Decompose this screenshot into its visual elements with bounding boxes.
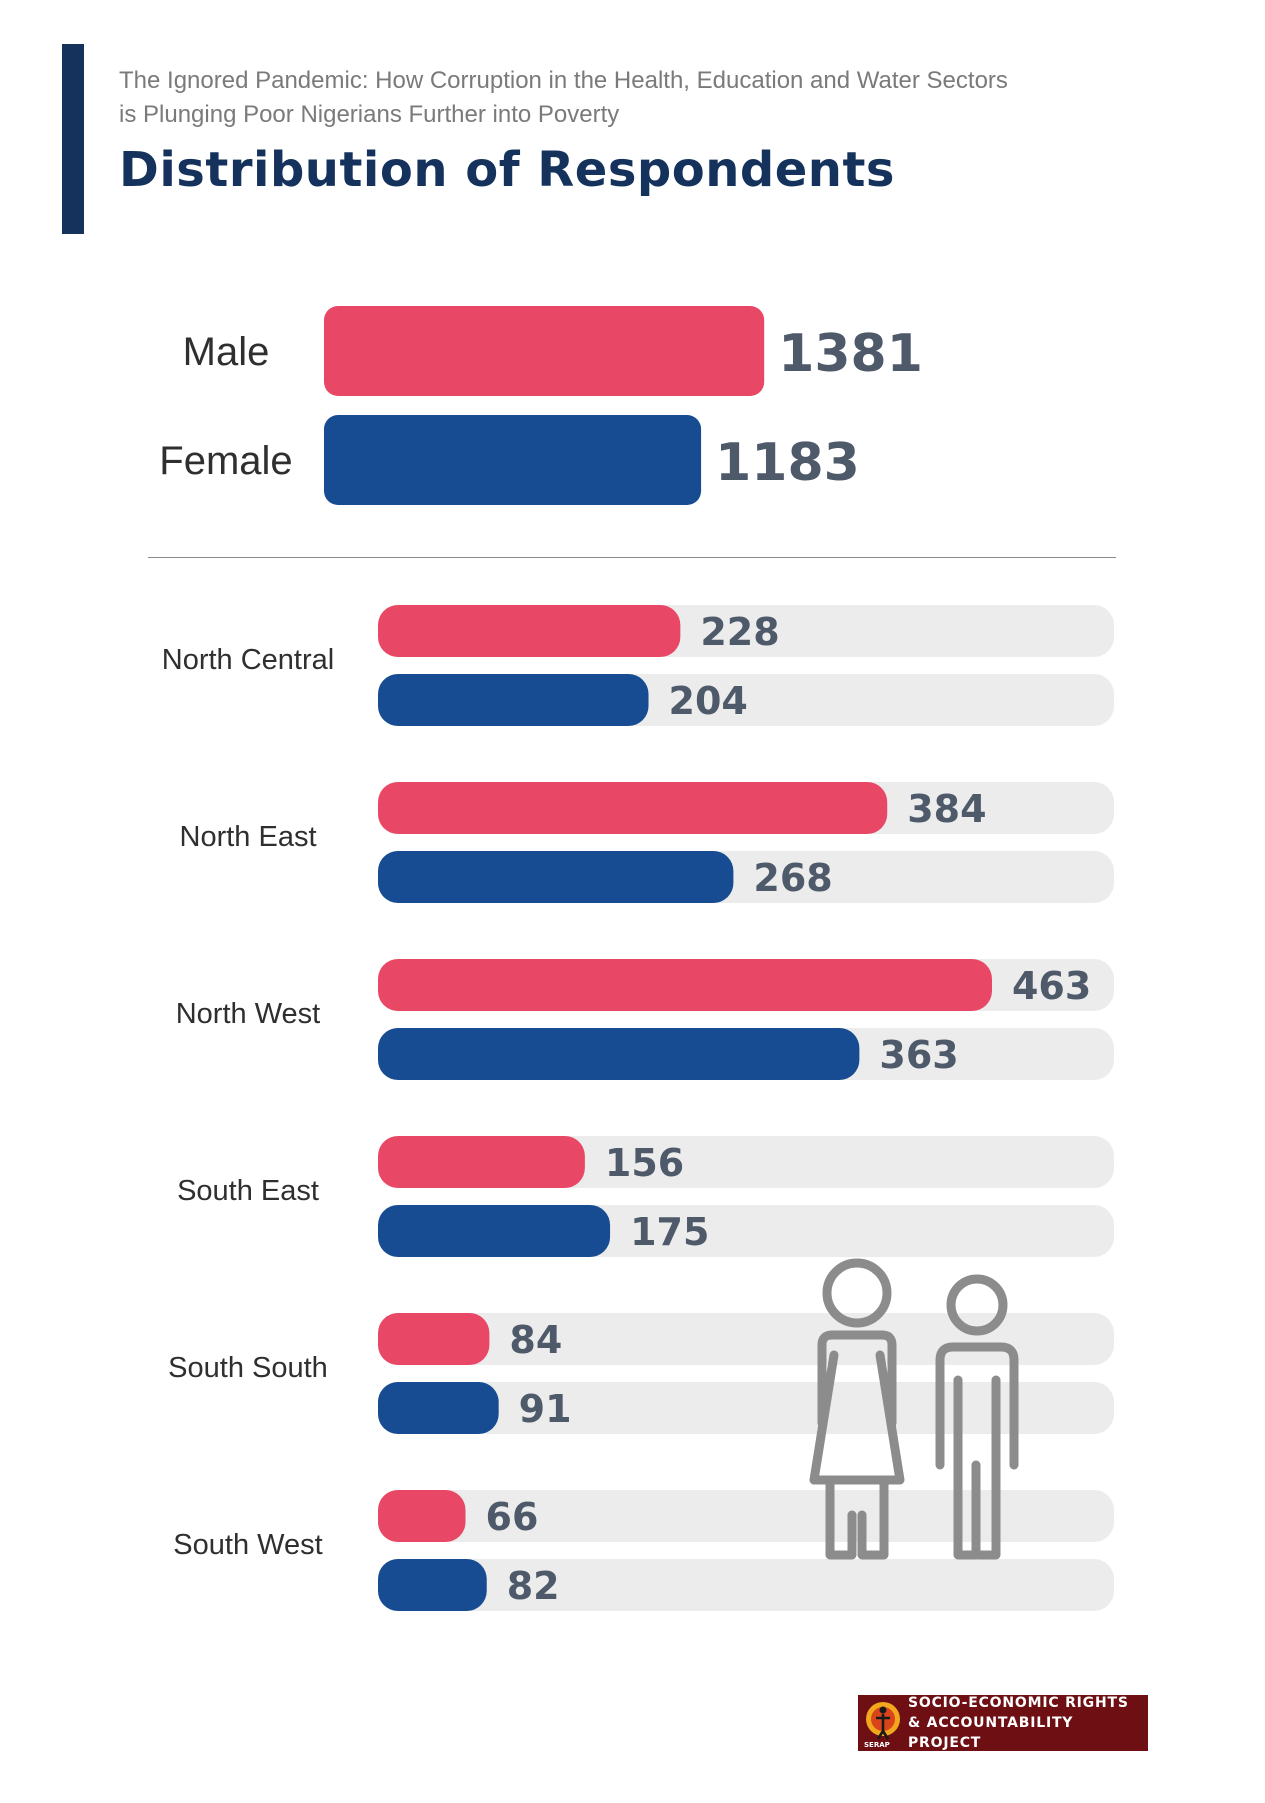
value-label-south-east-female: 175	[630, 1210, 709, 1254]
bar-south-west-male	[378, 1490, 466, 1542]
bar-south-south-female	[378, 1382, 499, 1434]
bar-north-west-male	[378, 959, 992, 1011]
title-accent-bar	[62, 44, 84, 234]
subtitle-line-1: The Ignored Pandemic: How Corruption in …	[119, 67, 1008, 94]
bar-south-east-male	[378, 1136, 585, 1188]
bar-north-west-female	[378, 1028, 860, 1080]
bar-south-east-female	[378, 1205, 611, 1257]
bar-north-central-male	[378, 605, 681, 657]
value-label-north-central-female: 204	[669, 679, 748, 723]
bar-track-south-west-female	[378, 1559, 1114, 1611]
bar-north-east-female	[378, 851, 734, 903]
value-label-south-west-female: 82	[507, 1564, 560, 1608]
category-label-male: Male	[183, 330, 270, 374]
region-label-north-east: North East	[180, 821, 317, 853]
region-label-north-central: North Central	[162, 644, 334, 676]
value-label-south-east-male: 156	[605, 1141, 684, 1185]
section-divider	[148, 557, 1116, 558]
page-title: Distribution of Respondents	[119, 142, 895, 198]
value-label-south-west-male: 66	[486, 1495, 539, 1539]
bar-track-south-south-female	[378, 1382, 1114, 1434]
woman-and-man-outline-icon	[809, 1258, 1019, 1560]
region-label-north-west: North West	[176, 998, 321, 1030]
region-label-south-west: South West	[173, 1529, 322, 1561]
logo-wordmark: SOCIO-ECONOMIC RIGHTS & ACCOUNTABILITY P…	[908, 1693, 1148, 1753]
category-label-female: Female	[159, 439, 292, 483]
value-label-north-east-male: 384	[907, 787, 986, 831]
value-label-male: 1381	[778, 324, 923, 384]
logo-line-2: & ACCOUNTABILITY PROJECT	[908, 1715, 1074, 1751]
bar-track-south-west-male	[378, 1490, 1114, 1542]
region-label-south-south: South South	[168, 1352, 328, 1384]
logo-abbreviation: SERAP	[864, 1741, 890, 1749]
serap-logo-icon: SERAP	[864, 1699, 902, 1749]
value-label-north-west-male: 463	[1012, 964, 1091, 1008]
region-label-south-east: South East	[177, 1175, 319, 1207]
value-label-north-west-female: 363	[879, 1033, 958, 1077]
value-label-north-east-female: 268	[753, 856, 832, 900]
logo-line-1: SOCIO-ECONOMIC RIGHTS	[908, 1695, 1129, 1711]
respondents-chart: Male 1381 Female 1183 North Central 228 204 Nor…	[159, 306, 1114, 1611]
value-label-south-south-female: 91	[519, 1387, 572, 1431]
report-subtitle: The Ignored Pandemic: How Corruption in …	[119, 64, 1119, 132]
bar-male	[324, 306, 765, 396]
value-label-female: 1183	[715, 433, 860, 493]
bar-south-south-male	[378, 1313, 490, 1365]
bar-north-central-female	[378, 674, 649, 726]
subtitle-line-2: is Plunging Poor Nigerians Further into …	[119, 101, 620, 128]
bar-south-west-female	[378, 1559, 487, 1611]
value-label-north-central-male: 228	[700, 610, 779, 654]
value-label-south-south-male: 84	[509, 1318, 562, 1362]
bar-north-east-male	[378, 782, 888, 834]
bar-female	[324, 415, 702, 505]
serap-logo: SERAP SOCIO-ECONOMIC RIGHTS & ACCOUNTABI…	[858, 1695, 1148, 1751]
bar-track-south-south-male	[378, 1313, 1114, 1365]
